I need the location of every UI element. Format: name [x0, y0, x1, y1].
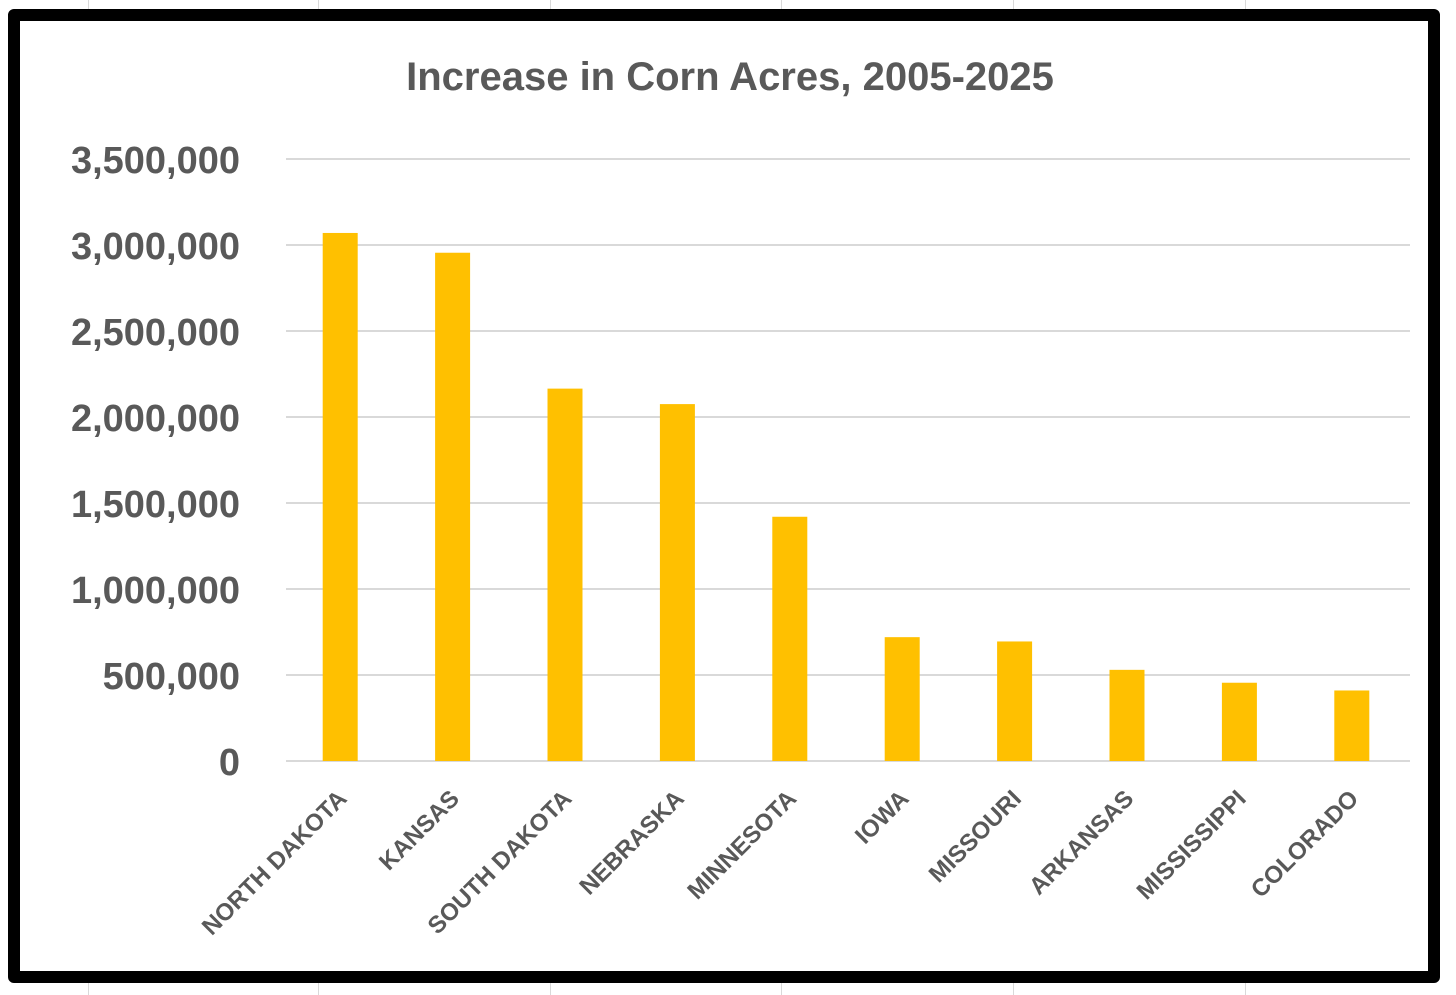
bar — [435, 252, 471, 762]
y-tick-label: 1,500,000 — [71, 484, 240, 526]
x-tick-label: NEBRASKA — [574, 785, 689, 900]
bar — [659, 404, 695, 761]
x-tick-label: MINNESOTA — [682, 785, 802, 905]
x-tick-label: IOWA — [850, 785, 914, 849]
bar — [772, 516, 808, 761]
y-tick-label: 3,000,000 — [71, 226, 240, 268]
x-tick-label: MISSOURI — [924, 785, 1027, 888]
bar — [884, 637, 920, 761]
bars — [322, 232, 1370, 762]
x-tick-label: MISSISSIPPI — [1132, 785, 1252, 905]
bar — [997, 641, 1033, 761]
y-tick-label: 2,000,000 — [71, 398, 240, 440]
bar — [1109, 669, 1145, 761]
bar — [1221, 682, 1257, 761]
x-tick-label: NORTH DAKOTA — [197, 785, 352, 940]
chart-title: Increase in Corn Acres, 2005-2025 — [406, 55, 1054, 99]
y-tick-label: 1,000,000 — [71, 570, 240, 612]
y-tick-label: 2,500,000 — [71, 312, 240, 354]
y-tick-label: 500,000 — [103, 656, 240, 698]
x-tick-label: COLORADO — [1246, 785, 1364, 903]
x-tick-label: KANSAS — [374, 785, 465, 876]
bar — [1334, 690, 1370, 761]
bar — [547, 388, 583, 761]
y-tick-label: 0 — [219, 742, 240, 784]
bar — [322, 232, 358, 761]
y-axis-ticks: 0 500,000 1,000,000 1,500,000 2,000,000 2,500… — [71, 140, 240, 784]
x-tick-label: ARKANSAS — [1024, 785, 1139, 900]
chart-frame — [8, 9, 1440, 983]
y-tick-label: 3,500,000 — [71, 140, 240, 182]
